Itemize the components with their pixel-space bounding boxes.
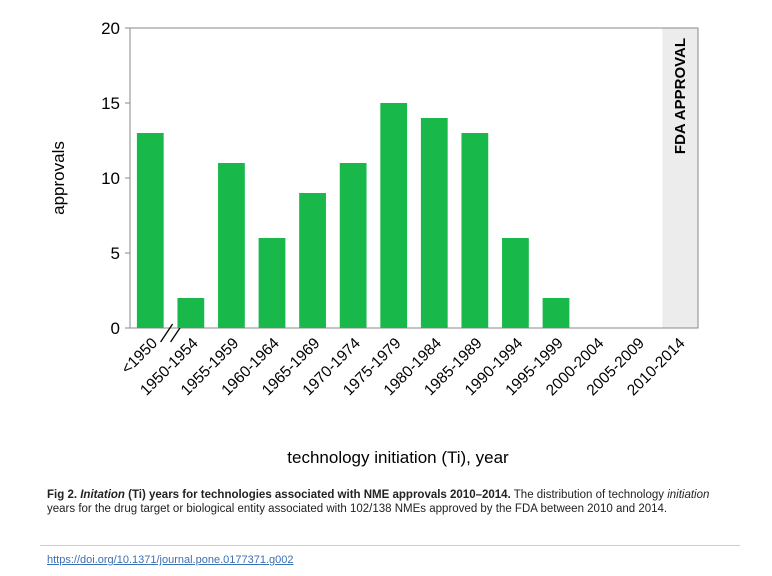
- bar: [542, 298, 570, 328]
- figure-caption: Fig 2. Initation (Ti) years for technolo…: [47, 488, 737, 516]
- plot-frame: [129, 27, 699, 329]
- doi-link[interactable]: https://doi.org/10.1371/journal.pone.017…: [47, 554, 294, 566]
- caption-body-1: The distribution of technology: [510, 489, 668, 501]
- bar: [258, 238, 286, 328]
- y-tick-label: 0: [111, 319, 120, 338]
- bar: [380, 103, 408, 328]
- bar: [177, 298, 205, 328]
- divider: [40, 545, 740, 546]
- figure-title-italic: Initation: [80, 489, 125, 501]
- fda-approval-region: [662, 28, 698, 328]
- highlight-region: [662, 28, 698, 328]
- bar: [420, 118, 448, 328]
- bar: [218, 163, 245, 328]
- x-axis-label: technology initiation (Ti), year: [287, 448, 509, 467]
- y-axis-label: approvals: [49, 141, 68, 215]
- bar: [136, 133, 164, 328]
- y-tick-label: 5: [111, 244, 120, 263]
- caption-body-2: years for the drug target or biological …: [47, 503, 668, 515]
- bar: [502, 238, 529, 328]
- bar-chart: 05101520<19501950-19541955-19591960-1964…: [49, 19, 699, 467]
- bars: [136, 103, 570, 328]
- figure-title: Initation (Ti) years for technologies as…: [80, 489, 511, 501]
- caption-body-italic: initiation: [667, 489, 710, 501]
- axes: [125, 27, 699, 343]
- fda-approval-label: FDA APPROVAL: [672, 38, 689, 154]
- y-tick-label: 20: [101, 19, 120, 38]
- y-tick-label: 10: [101, 169, 120, 188]
- figure-label: Fig 2.: [47, 489, 78, 501]
- bar: [339, 163, 367, 328]
- figure-title-rest: (Ti) years for technologies associated w…: [124, 489, 511, 501]
- bar: [299, 193, 326, 328]
- axis-break-mark: [160, 323, 174, 343]
- y-tick-label: 15: [101, 94, 120, 113]
- bar: [461, 133, 489, 328]
